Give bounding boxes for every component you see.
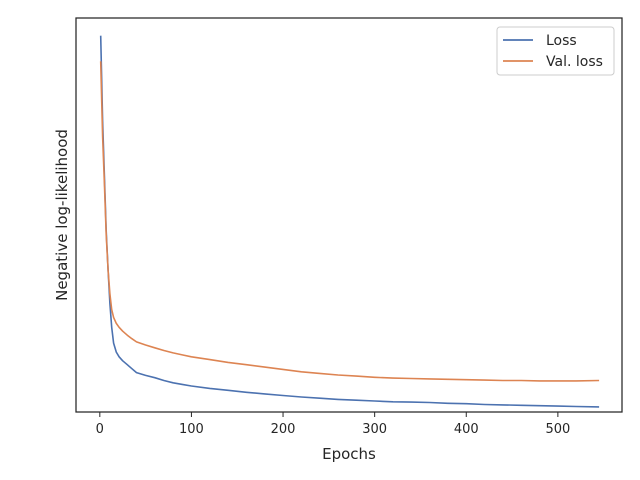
legend: Loss Val. loss (496, 26, 615, 76)
series-line-loss (99, 35, 600, 408)
x-tick-label: 0 (96, 422, 104, 437)
x-tick-label: 500 (545, 422, 570, 437)
y-axis-label: Negative log-likelihood (53, 129, 71, 301)
plot-frame (75, 17, 623, 413)
plot-area (99, 35, 600, 408)
legend-label: Val. loss (546, 54, 603, 70)
series-line-val-loss (99, 61, 600, 382)
legend-box (496, 26, 615, 76)
x-axis-ticks: 0 100 200 300 400 500 (96, 412, 570, 437)
x-tick-label: 100 (179, 422, 204, 437)
legend-label: Loss (546, 33, 577, 49)
x-tick-label: 300 (362, 422, 387, 437)
x-tick-label: 400 (454, 422, 479, 437)
x-axis-label: Epochs (322, 445, 376, 463)
x-tick-label: 200 (271, 422, 296, 437)
